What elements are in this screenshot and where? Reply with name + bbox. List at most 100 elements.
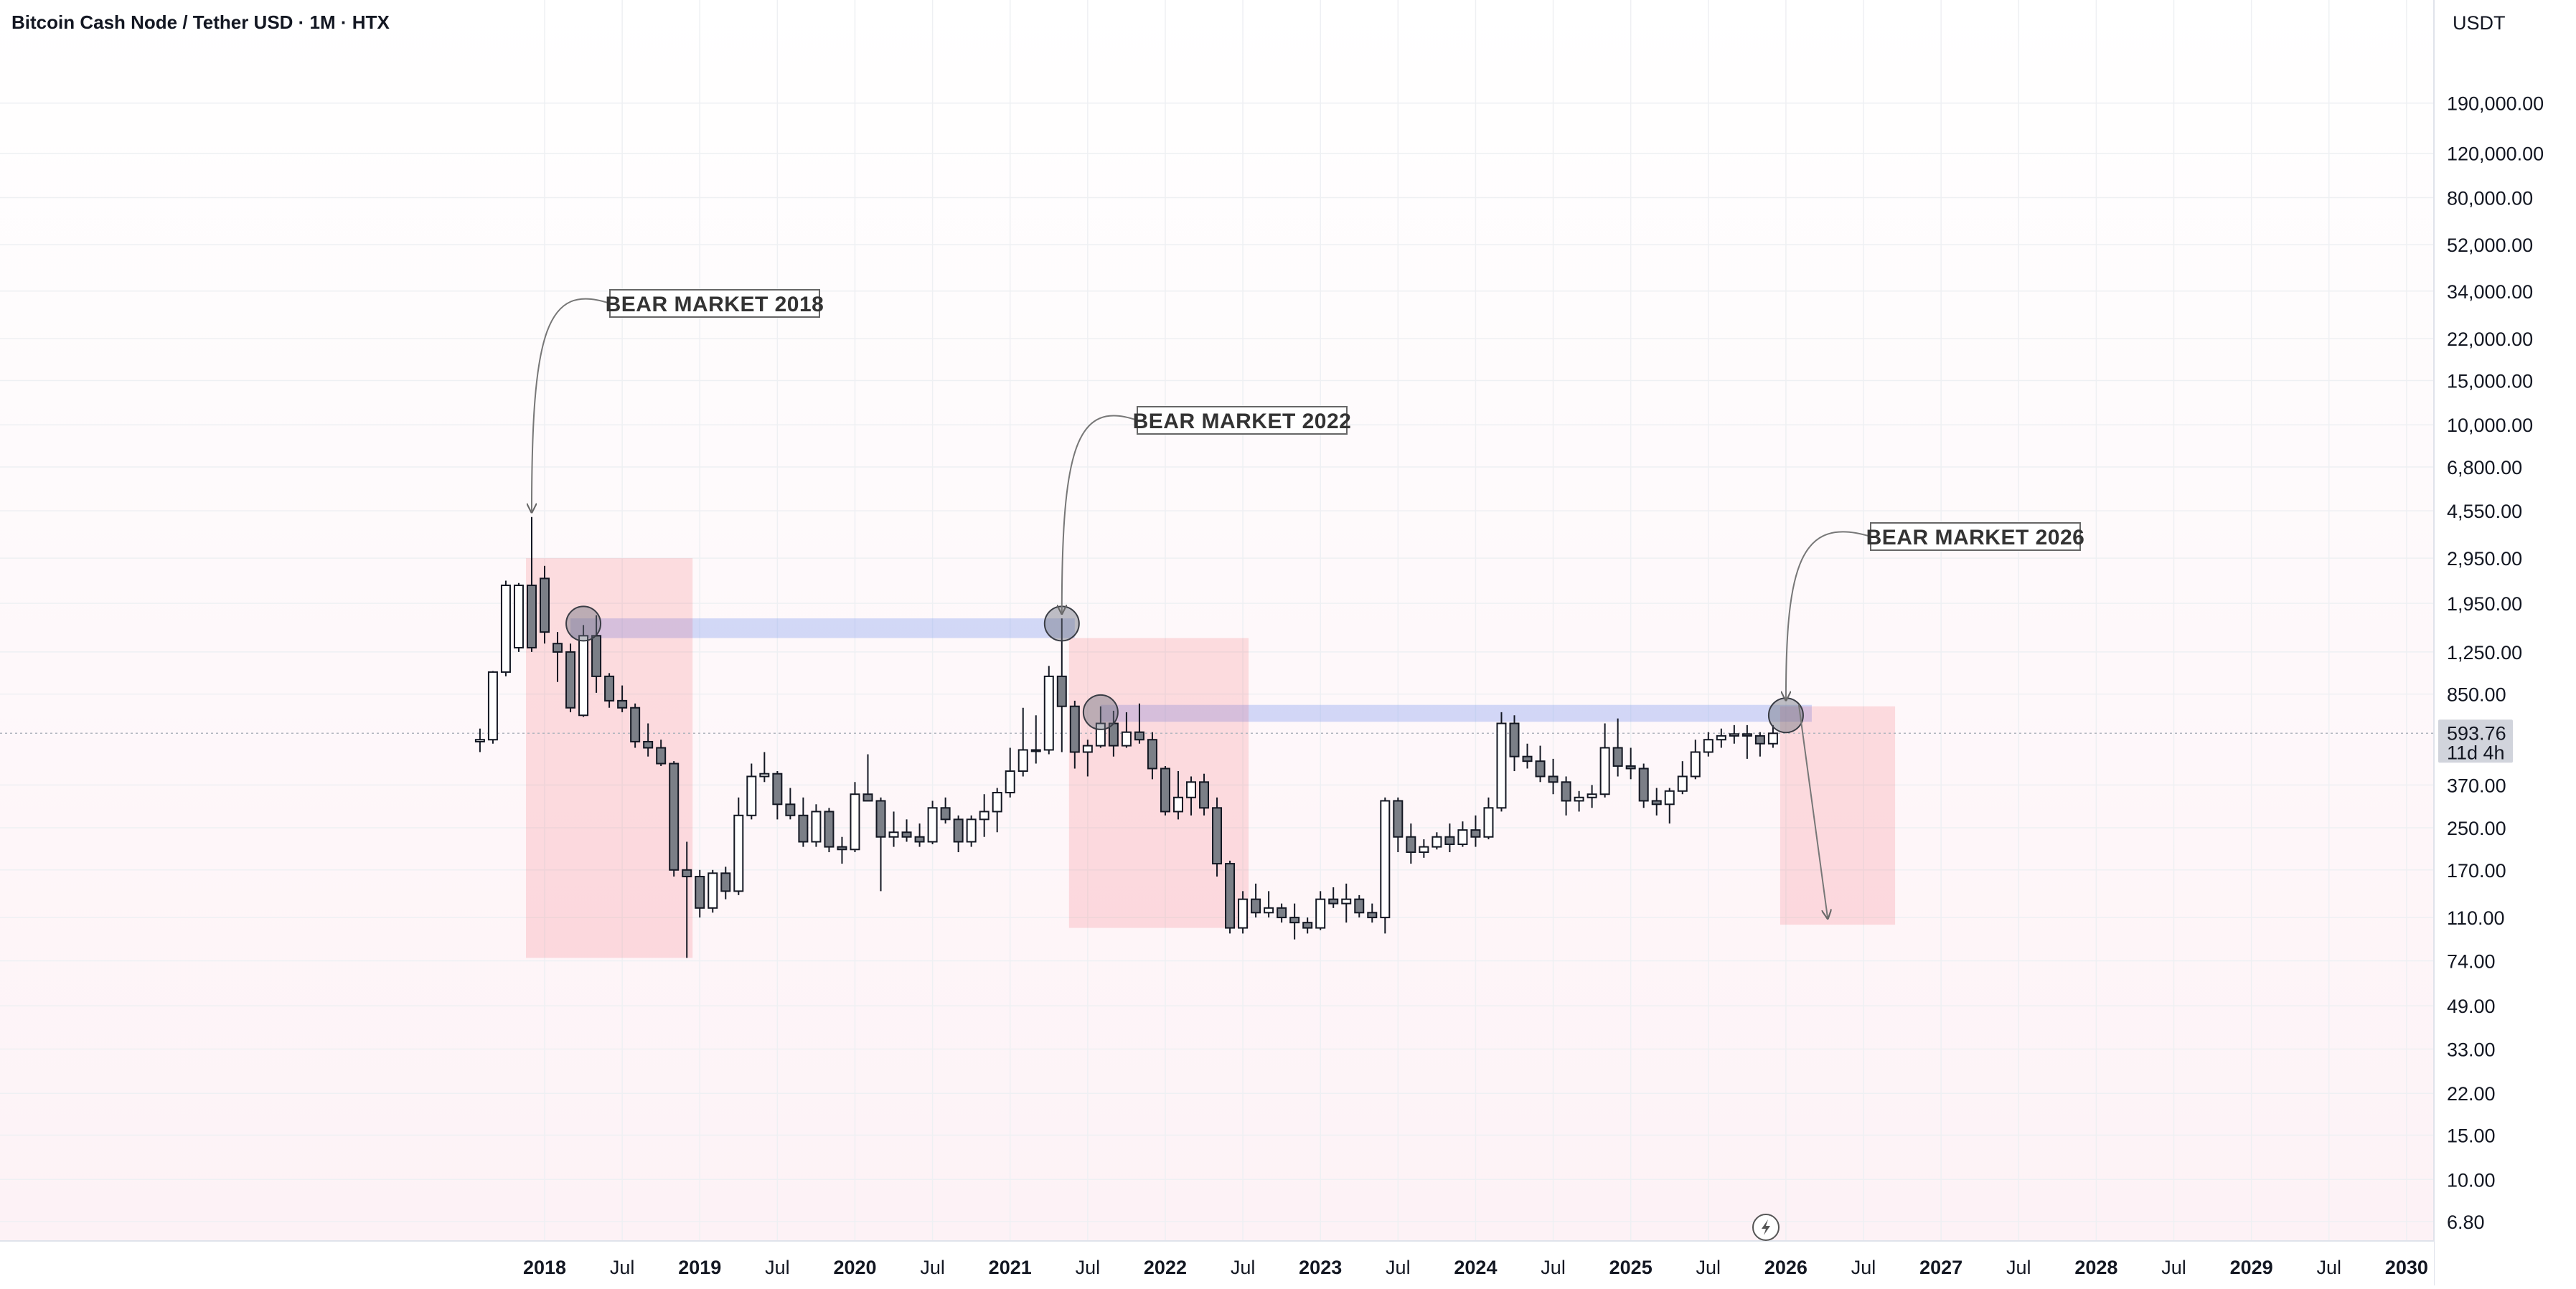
candles [474,516,1778,958]
candle-up [1767,732,1778,745]
candle-up [888,831,899,838]
price-tick-label: 10,000.00 [2447,415,2533,436]
time-tick-label: 2030 [2385,1257,2428,1278]
peak-circle [1082,694,1119,730]
time-tick-label: Jul [1851,1257,1876,1278]
candle-up [1664,790,1675,806]
candle-down [1638,768,1649,802]
candle-down [798,814,809,843]
price-tick-label: 4,550.00 [2447,501,2522,522]
candle-up [1017,749,1028,773]
candle-down [1134,731,1144,741]
candle-up [1587,793,1597,798]
price-tick-label: 10.00 [2447,1169,2496,1191]
last-price-countdown: 11d 4h [2447,742,2505,763]
candle-up [1030,749,1041,752]
time-tick-label: Jul [1386,1257,1411,1278]
candle-down [1509,722,1520,757]
price-tick-label: 1,950.00 [2447,593,2522,615]
candle-down [1444,836,1455,846]
time-tick-label: 2022 [1144,1257,1187,1278]
bear-zone [525,558,693,958]
grid [0,0,2434,1241]
price-tick-label: 80,000.00 [2447,187,2533,209]
annotation-label: BEAR MARKET 2026 [1866,526,2085,549]
candle-up [513,585,524,648]
annotation-label: BEAR MARKET 2022 [1133,410,1352,433]
candle-down [565,651,576,709]
annotation-box[interactable] [609,289,820,318]
candle-down [1199,781,1210,809]
candle-down [1754,735,1765,745]
peak-circle [1767,697,1804,734]
candle-up [1264,907,1274,914]
candle-up [1315,898,1326,929]
time-tick-label: 2027 [1919,1257,1962,1278]
candle-down [526,585,537,648]
resistance-band [570,618,1075,638]
candle-down [1625,765,1636,770]
price-tick-label: 190,000.00 [2447,93,2544,115]
time-tick-label: Jul [2161,1257,2186,1278]
candle-up [1341,898,1352,905]
candle-down [772,773,783,806]
annotation-arrow [532,298,611,511]
price-axis-background [2434,0,2576,1285]
candle-down [695,876,705,909]
candle-up [759,773,770,778]
price-tick-label: 22.00 [2447,1083,2496,1105]
candle-down [1212,807,1223,865]
candle-down [1651,800,1662,806]
candle-down [682,869,692,878]
lightning-icon[interactable] [1752,1214,1780,1241]
candle-down [1069,705,1080,753]
candle-up [1238,898,1249,929]
candle-up [1703,739,1714,753]
candle-down [1367,912,1378,919]
price-tick-label: 33.00 [2447,1039,2496,1060]
price-tick-label: 34,000.00 [2447,281,2533,303]
candle-up [708,872,718,909]
candle-up [1186,781,1196,798]
candle-down [669,762,680,871]
candle-down [553,643,563,653]
candle-down [940,807,951,821]
bear-zone [1780,706,1896,925]
time-tick-label: 2018 [523,1257,566,1278]
candle-up [1082,745,1093,753]
price-tick-label: 6.80 [2447,1212,2485,1233]
candle-down [953,818,964,843]
resistance-bands [570,618,1812,722]
time-axis-background [0,1241,2434,1285]
chart-title: Bitcoin Cash Node / Tether USD · 1M · HT… [11,11,390,33]
currency-label[interactable]: USDT [2453,12,2506,34]
candle-down [914,836,925,843]
candle-down [1522,755,1533,762]
time-axis[interactable]: 2018 Jul 2019 Jul 2020 Jul 2021 Jul 2022 Jul 2023 J… [0,1240,2434,1285]
candle-up [1496,722,1507,809]
candle-down [901,831,912,838]
candle-up [979,811,989,821]
candle-down [630,707,641,742]
annotation-box[interactable] [1870,522,2081,551]
time-tick-label: 2023 [1299,1257,1342,1278]
price-tick-label: 22,000.00 [2447,329,2533,350]
candle-down [1470,829,1481,838]
time-tick-label: Jul [1541,1257,1566,1278]
candle-down [1612,747,1623,767]
candle-up [1121,731,1132,747]
candle-up [992,791,1002,813]
currency-selector[interactable]: USDT [2453,12,2506,34]
candle-up [850,793,860,851]
time-tick-label: Jul [610,1257,635,1278]
candle-down [1328,898,1339,905]
candle-down [875,800,886,838]
candle-up [1729,733,1739,737]
candle-down [1056,675,1067,707]
price-axis[interactable]: 190,000.00 120,000.00 80,000.00 52,000.00 34… [2433,0,2576,1285]
price-tick-label: 250.00 [2447,818,2506,839]
price-tick-label: 6,800.00 [2447,457,2522,478]
candle-up [1574,796,1584,802]
time-tick-label: Jul [2006,1257,2031,1278]
annotation-box[interactable] [1137,406,1348,435]
